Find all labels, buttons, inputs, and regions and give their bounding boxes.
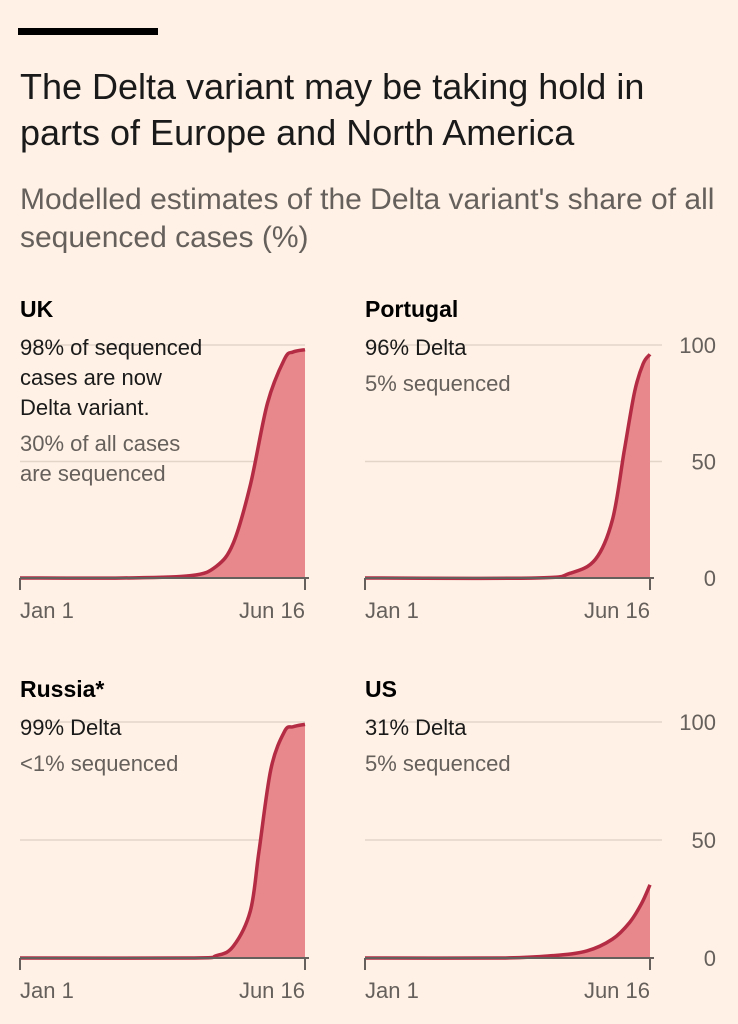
panel-stat: 96% Delta xyxy=(365,335,467,360)
panel-stat-secondary: <1% sequenced xyxy=(20,751,178,776)
panel-title: UK xyxy=(20,296,54,322)
x-tick-label: Jun 16 xyxy=(239,978,305,1003)
panel-stat-secondary: 5% sequenced xyxy=(365,751,511,776)
x-tick-label: Jan 1 xyxy=(365,598,419,623)
series-area xyxy=(20,724,305,959)
y-tick-label: 100 xyxy=(679,333,716,358)
panel-stat-secondary: 30% of all cases xyxy=(20,431,180,456)
panel-stat: 31% Delta xyxy=(365,715,467,740)
series-area xyxy=(20,349,305,579)
y-tick-label: 50 xyxy=(692,828,716,853)
y-tick-label: 100 xyxy=(679,710,716,735)
series-area xyxy=(365,884,650,959)
panel-stat: 98% of sequenced xyxy=(20,335,202,360)
panel-title: Russia* xyxy=(20,676,104,702)
y-tick-label: 0 xyxy=(704,946,716,971)
y-tick-label: 50 xyxy=(692,450,716,475)
top-rule xyxy=(18,28,158,35)
panel-stat-secondary: are sequenced xyxy=(20,461,166,486)
panel-stat: Delta variant. xyxy=(20,395,150,420)
series-area xyxy=(365,354,650,579)
panel-stat: 99% Delta xyxy=(20,715,122,740)
chart-subtitle: Modelled estimates of the Delta variant'… xyxy=(20,183,715,254)
chart-title: The Delta variant may be taking hold in … xyxy=(20,66,645,153)
panel-stat-secondary: 5% sequenced xyxy=(365,371,511,396)
panel-title: US xyxy=(365,676,397,702)
y-tick-label: 0 xyxy=(704,566,716,591)
x-tick-label: Jun 16 xyxy=(584,978,650,1003)
panel-title: Portugal xyxy=(365,296,458,322)
x-tick-label: Jan 1 xyxy=(20,598,74,623)
x-tick-label: Jan 1 xyxy=(365,978,419,1003)
x-tick-label: Jan 1 xyxy=(20,978,74,1003)
x-tick-label: Jun 16 xyxy=(239,598,305,623)
x-tick-label: Jun 16 xyxy=(584,598,650,623)
panel-stat: cases are now xyxy=(20,365,162,390)
